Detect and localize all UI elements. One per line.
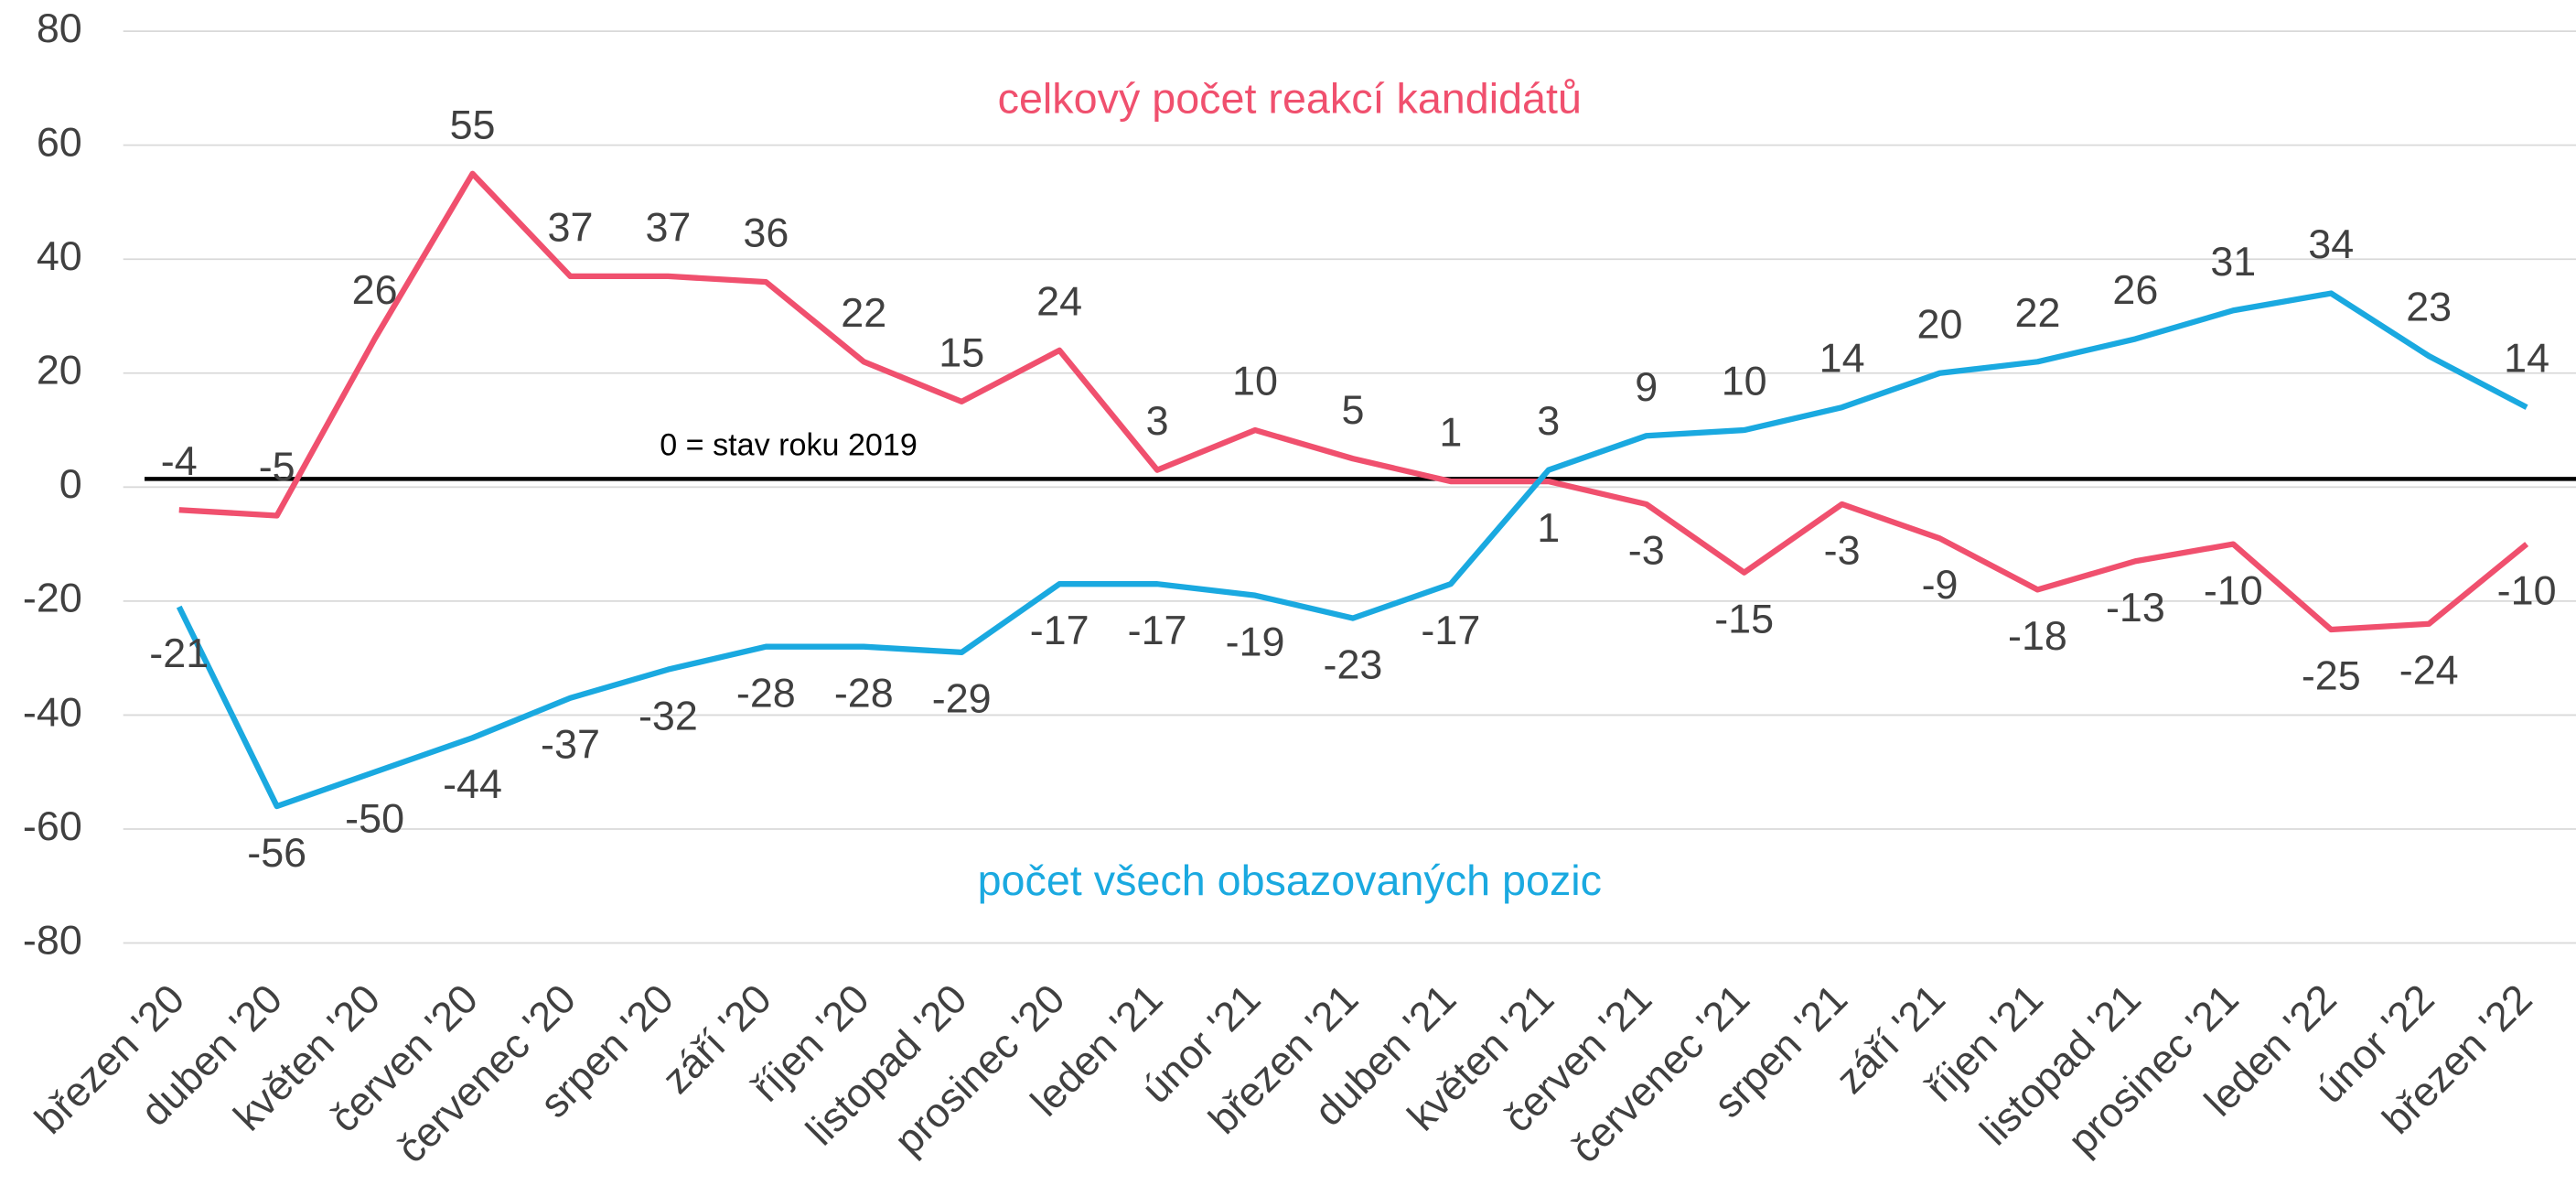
data-label: 14 <box>2504 335 2549 382</box>
data-label: -10 <box>2497 566 2557 613</box>
data-label: 20 <box>1917 300 1963 347</box>
y-tick-label: 20 <box>37 347 82 393</box>
data-label: 1 <box>1439 409 1462 456</box>
series-label: celkový počet reakcí kandidátů <box>998 75 1582 123</box>
data-label: 5 <box>1341 386 1364 433</box>
data-label: 34 <box>2308 221 2354 267</box>
data-label: 26 <box>352 266 398 313</box>
y-tick-label: 0 <box>59 460 82 507</box>
data-label: 9 <box>1635 363 1658 410</box>
y-tick-label: -40 <box>23 688 82 735</box>
data-label: -13 <box>2106 584 2165 630</box>
data-label: -17 <box>1128 607 1187 653</box>
data-label: -29 <box>932 675 992 722</box>
data-label: -44 <box>443 760 502 807</box>
data-label: -4 <box>161 437 198 484</box>
data-label: -25 <box>2302 652 2361 699</box>
data-label: -28 <box>736 669 796 716</box>
data-label: 37 <box>645 203 691 250</box>
data-label: 10 <box>1232 358 1278 404</box>
y-tick-label: -80 <box>23 916 82 963</box>
data-label: 14 <box>1819 335 1865 382</box>
data-label: -17 <box>1030 607 1089 653</box>
data-label: 31 <box>2210 238 2256 285</box>
annotation: 0 = stav roku 2019 <box>660 427 918 462</box>
y-tick-label: 80 <box>37 5 82 51</box>
data-label: -24 <box>2399 647 2459 694</box>
y-tick-label: -60 <box>23 803 82 849</box>
data-label: -3 <box>1824 527 1861 574</box>
data-label: -28 <box>834 669 894 716</box>
data-label: -23 <box>1324 641 1383 687</box>
data-label: 1 <box>1537 504 1560 551</box>
data-label: 15 <box>939 329 984 375</box>
data-label: -17 <box>1421 607 1480 653</box>
data-label: -9 <box>1922 561 1959 608</box>
data-label: 10 <box>1722 358 1767 404</box>
data-label: -21 <box>149 630 209 676</box>
series-line <box>176 290 2528 810</box>
data-label: -15 <box>1714 595 1774 641</box>
data-label: -18 <box>2008 612 2067 659</box>
data-label: -37 <box>541 720 600 767</box>
data-label: 23 <box>2406 284 2452 330</box>
data-label: 22 <box>841 289 886 336</box>
data-label: 24 <box>1036 277 1082 324</box>
data-label: 22 <box>2014 289 2060 336</box>
data-label: 26 <box>2112 266 2158 313</box>
data-label: -56 <box>247 829 306 876</box>
y-tick-label: 60 <box>37 119 82 166</box>
series-line <box>178 170 2529 633</box>
data-label: -10 <box>2204 566 2263 613</box>
y-tick-label: 40 <box>37 232 82 279</box>
data-label: 55 <box>450 101 496 147</box>
data-label: -3 <box>1628 527 1665 574</box>
data-label: -5 <box>259 443 295 490</box>
data-label: 37 <box>548 203 594 250</box>
data-label: 3 <box>1146 397 1169 444</box>
data-label: -50 <box>345 794 404 841</box>
data-label: -32 <box>639 692 698 738</box>
data-label: 36 <box>743 210 789 256</box>
data-label: -19 <box>1226 618 1285 664</box>
series-label: počet všech obsazovaných pozic <box>978 857 1602 904</box>
data-label: 3 <box>1537 397 1560 444</box>
y-tick-label: -20 <box>23 575 82 621</box>
